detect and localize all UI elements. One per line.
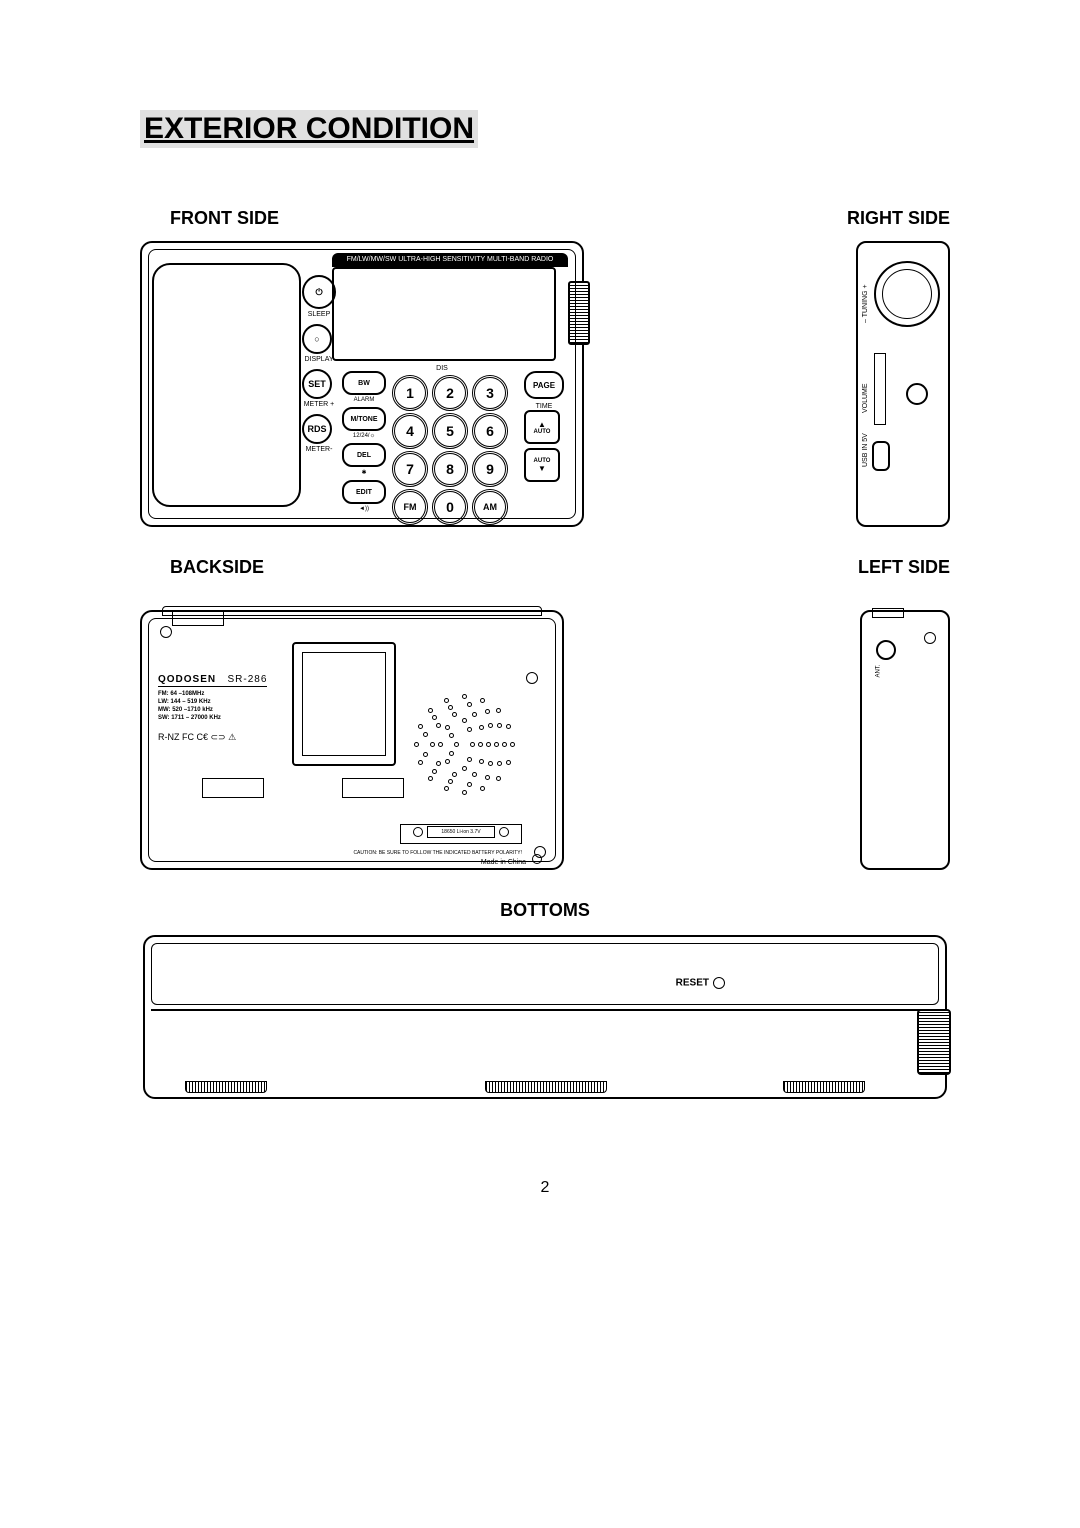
antenna-top (872, 608, 904, 618)
front-view: FM/LW/MW/SW ULTRA-HIGH SENSITIVITY MULTI… (140, 241, 584, 527)
key-am: AM (472, 489, 508, 525)
display-label: DISPLAY (302, 356, 336, 363)
del-button: DEL (342, 443, 386, 467)
vent-slot (342, 778, 404, 798)
rubber-foot (185, 1081, 267, 1093)
speaker-grille (152, 263, 301, 507)
key-7: 7 (392, 451, 428, 487)
edit-button: EDIT (342, 480, 386, 504)
page-button: PAGE (524, 371, 564, 399)
key-4: 4 (392, 413, 428, 449)
meter-plus-label: METER + (302, 401, 336, 408)
spec-text: FM: 64 –108MHz LW: 144 – 519 KHz MW: 520… (158, 690, 221, 722)
reset-label: RESET (676, 977, 725, 989)
key-6: 6 (472, 413, 508, 449)
key-1: 1 (392, 375, 428, 411)
headphone-jack (906, 383, 928, 405)
clock-label: 12/24/☼ (342, 433, 386, 439)
auto-up-button: ▲AUTO (524, 410, 560, 444)
screw-icon (924, 632, 936, 644)
kickstand (292, 642, 396, 766)
bottom-view: RESET (143, 935, 947, 1099)
key-fm: FM (392, 489, 428, 525)
star-label: ✱ (342, 469, 386, 476)
key-5: 5 (432, 413, 468, 449)
battery-compartment: 18650 Li-ion 3.7V (400, 824, 522, 844)
screw-icon (160, 626, 172, 638)
ant-label: ANT. (876, 664, 882, 677)
meter-minus-label: METER- (302, 446, 336, 453)
vent-slot (202, 778, 264, 798)
radio-banner: FM/LW/MW/SW ULTRA-HIGH SENSITIVITY MULTI… (332, 253, 568, 267)
tuning-knob (874, 261, 940, 327)
back-label: BACKSIDE (170, 557, 560, 578)
front-label: FRONT SIDE (170, 208, 600, 229)
volume-label: VOLUME (862, 383, 869, 413)
auto-down-button: AUTO▼ (524, 448, 560, 482)
set-button: SET (302, 369, 332, 399)
page-title: EXTERIOR CONDITION (140, 110, 478, 148)
usb-port (872, 441, 890, 471)
mtone-button: M/TONE (342, 407, 386, 431)
speaker-label: ◄)) (342, 506, 386, 512)
bottom-label: BOTTOMS (140, 900, 950, 921)
left-view: ANT. (860, 610, 950, 870)
brand-text: QODOSEN SR-286 (158, 674, 267, 687)
left-label: LEFT SIDE (830, 557, 950, 578)
time-label: TIME (524, 403, 564, 410)
key-2: 2 (432, 375, 468, 411)
key-8: 8 (432, 451, 468, 487)
tuning-label: – TUNING + (862, 284, 869, 323)
certification-icons: R-NZ FC C€ ⊂⊃ ⚠ (158, 732, 236, 743)
lcd-display (332, 267, 556, 361)
left-button-column: ⏻ SLEEP ○ DISPLAY SET METER + RDS METER- (302, 275, 336, 459)
rubber-foot (783, 1081, 865, 1093)
made-in-text: Made in China (481, 854, 542, 866)
sleep-label: SLEEP (302, 311, 336, 318)
key-0: 0 (432, 489, 468, 525)
rds-button: RDS (302, 414, 332, 444)
screw-icon (526, 672, 538, 684)
display-button: ○ (302, 324, 332, 354)
usb-label: USB IN 5V (862, 433, 869, 467)
dis-label: DIS (392, 365, 492, 372)
page-number: 2 (140, 1179, 950, 1197)
rubber-foot (485, 1081, 607, 1093)
back-view: QODOSEN SR-286 FM: 64 –108MHz LW: 144 – … (140, 610, 564, 870)
reset-hole-icon (713, 977, 725, 989)
volume-slider (874, 353, 886, 425)
tuning-knob-bottom (917, 1009, 951, 1075)
right-view: – TUNING + VOLUME USB IN 5V (856, 241, 950, 527)
power-button: ⏻ (302, 275, 336, 309)
key-9: 9 (472, 451, 508, 487)
speaker-holes (412, 692, 512, 792)
antenna-jack (876, 640, 896, 660)
key-3: 3 (472, 375, 508, 411)
alarm-label: ALARM (342, 397, 386, 403)
bw-button: BW (342, 371, 386, 395)
right-label: RIGHT SIDE (830, 208, 950, 229)
